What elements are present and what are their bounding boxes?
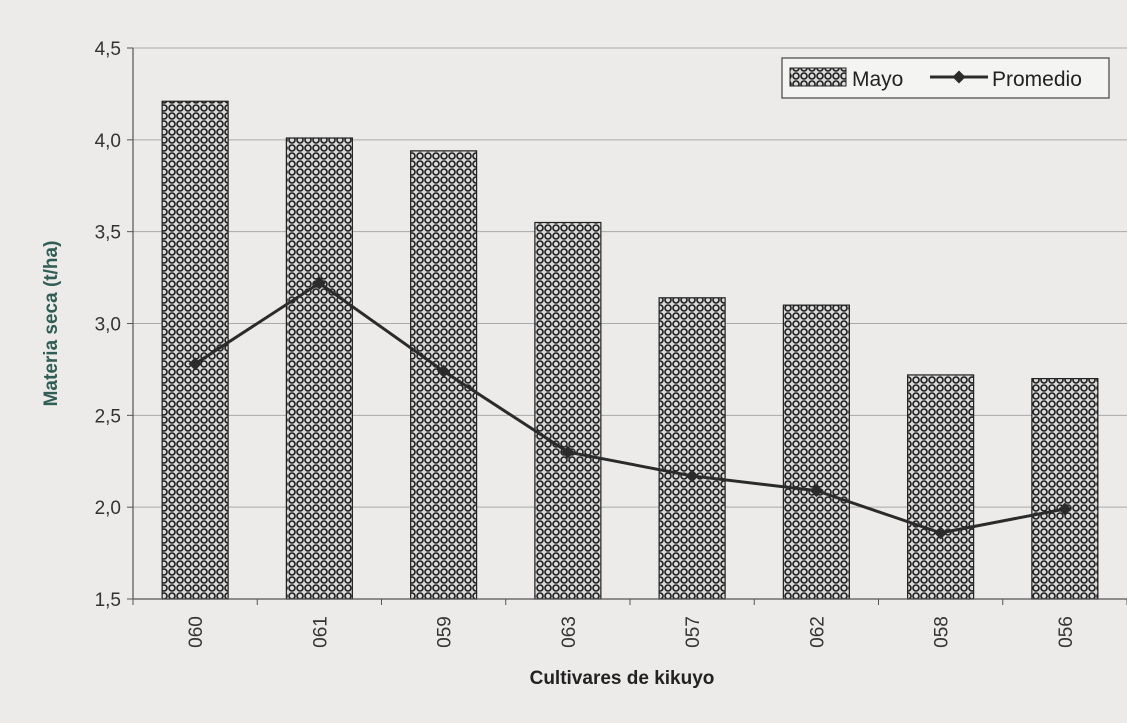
x-tick-label: 062 [807,616,828,648]
y-tick-label: 1,5 [95,590,121,611]
line-series-promedio [188,276,1072,540]
bar [658,297,726,600]
legend-marker-promedio [952,70,966,84]
point [934,526,948,540]
point [188,357,202,371]
grid-lines [133,47,1127,508]
bar [285,137,353,600]
y-tick-label: 3,0 [95,315,121,336]
legend-swatch-mayo [789,67,847,87]
y-tick-label: 3,5 [95,223,121,244]
legend: Mayo Promedio [781,57,1110,99]
bar [782,304,850,600]
point [1058,502,1072,516]
bar [534,221,602,600]
x-tick-label: 060 [186,616,207,648]
y-axis-title: Materia seca (t/ha) [41,241,62,407]
x-tick-label: 059 [435,616,456,648]
x-tick-label: 061 [310,616,331,648]
y-tick-label: 2,0 [95,498,121,519]
bar-series-mayo [161,100,1099,600]
point [685,469,699,483]
legend-label-promedio: Promedio [992,68,1082,91]
x-tick-label: 056 [1056,616,1077,648]
point [312,276,326,290]
legend-label-mayo: Mayo [852,68,903,91]
point [809,484,823,498]
point [561,445,575,459]
point [437,364,451,378]
x-tick-label: 057 [683,616,704,648]
y-tick-label: 4,0 [95,131,121,152]
y-tick-label: 4,5 [95,39,121,60]
axes: 1,5 2,0 2,5 3,0 3,5 4,0 4,5 060 061 059 063 057 062 0… [95,39,1127,648]
series-line [194,281,1066,535]
x-axis-title: Cultivares de kikuyo [530,668,715,689]
x-tick-label: 058 [932,616,953,648]
bar [1031,378,1099,600]
bar [907,374,975,600]
y-tick-label: 2,5 [95,406,121,427]
x-tick-label: 063 [559,616,580,648]
